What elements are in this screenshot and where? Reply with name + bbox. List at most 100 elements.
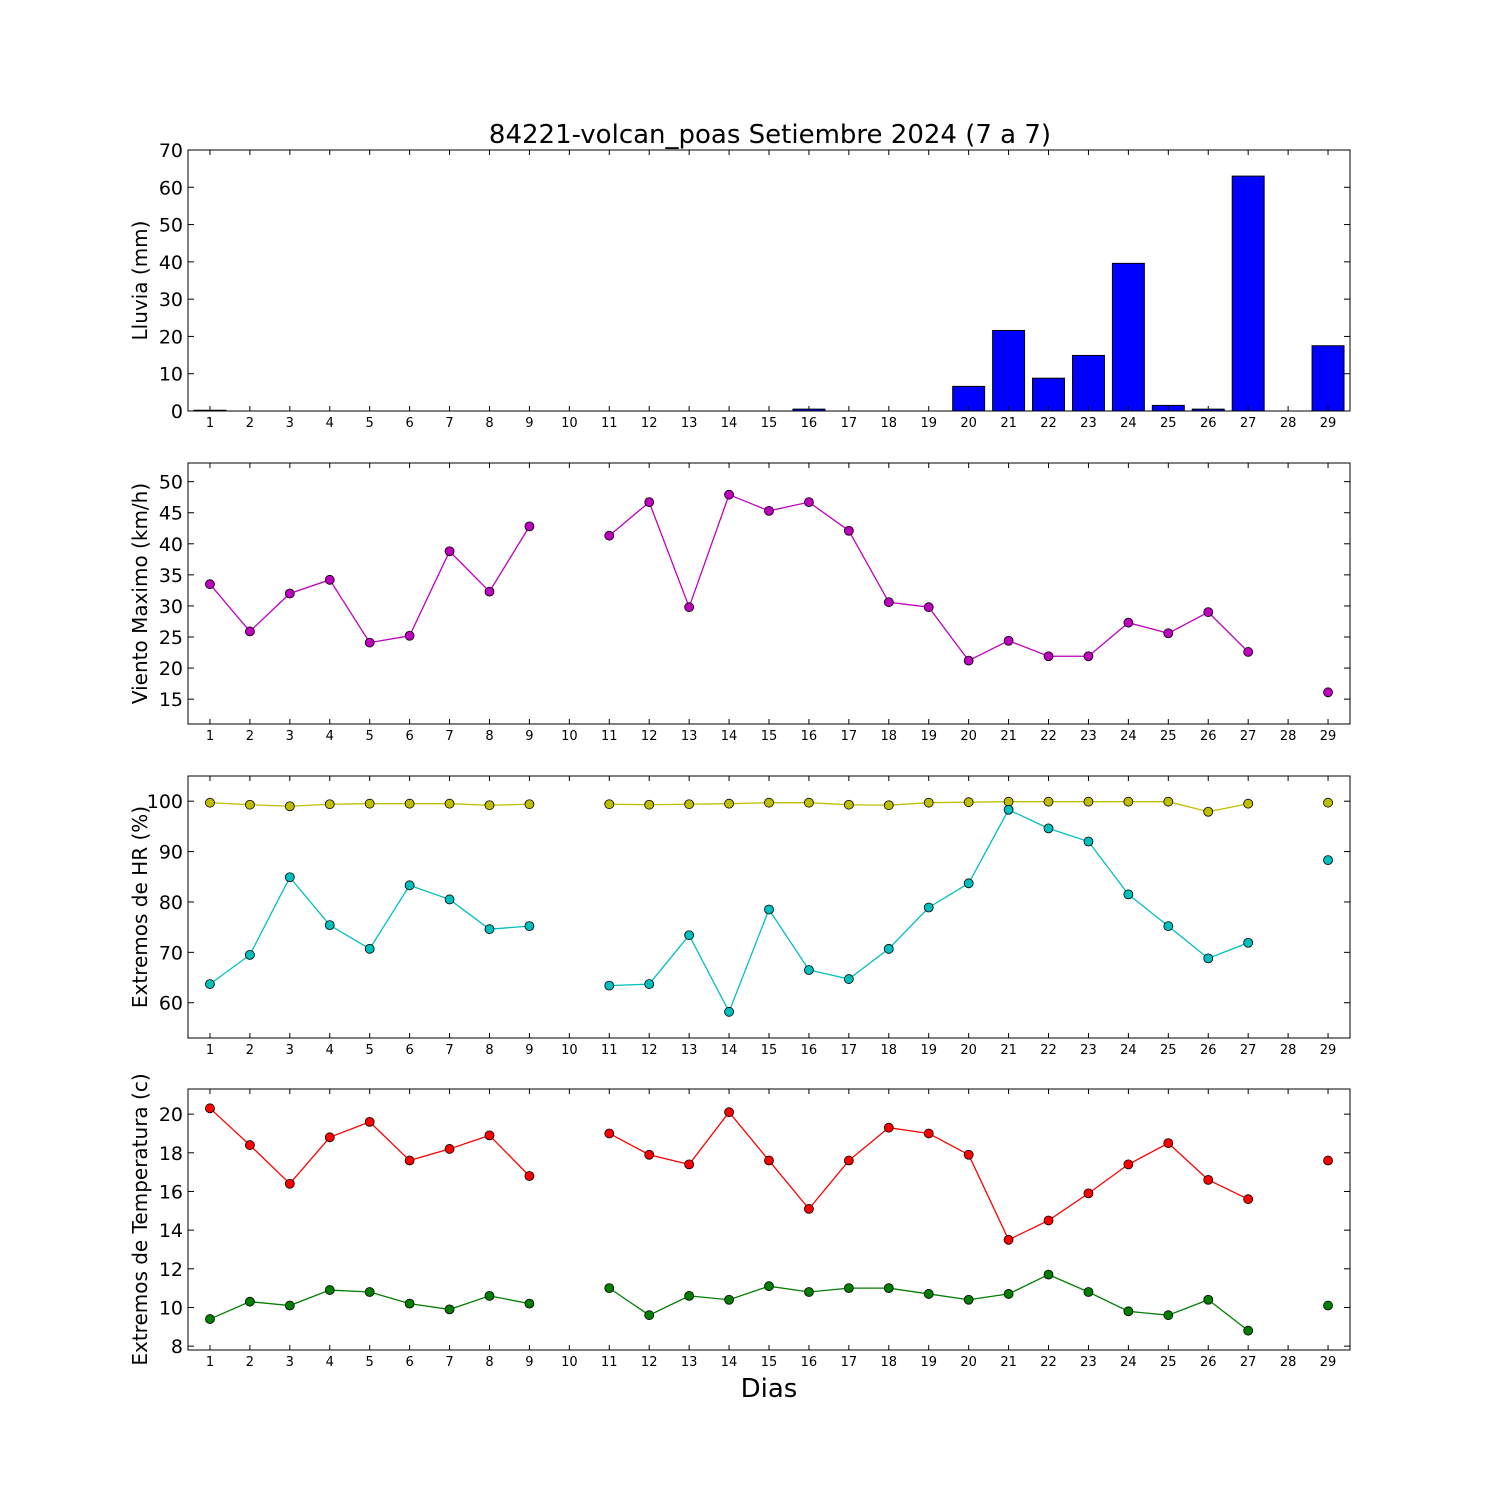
series-1-point-day-4 xyxy=(324,1132,335,1143)
x-tick-label: 8 xyxy=(485,729,493,744)
series-2-point-day-20 xyxy=(963,878,974,889)
series-1-point-day-29 xyxy=(1323,1155,1333,1166)
series-1-point-day-25 xyxy=(1163,1138,1174,1149)
x-tick-label: 27 xyxy=(1240,729,1257,744)
series-2-point-day-6 xyxy=(404,1298,415,1309)
x-tick-label: 22 xyxy=(1040,1355,1057,1370)
series-2-point-day-9 xyxy=(524,921,535,932)
bar-day-27 xyxy=(1231,175,1265,412)
x-tick-label: 28 xyxy=(1280,1043,1297,1058)
series-1-point-day-4 xyxy=(324,574,335,585)
bar-day-21 xyxy=(992,329,1026,412)
series-2-point-day-29 xyxy=(1323,1300,1333,1311)
x-tick-label: 10 xyxy=(561,729,578,744)
series-2-point-day-6 xyxy=(404,880,415,891)
series-2-point-day-14 xyxy=(724,1006,734,1017)
x-tick-label: 14 xyxy=(721,729,738,744)
y-axis-label: Extremos de Temperatura (c) xyxy=(128,1073,152,1365)
series-1-point-day-9 xyxy=(524,799,535,810)
series-2-point-day-26 xyxy=(1203,1294,1214,1305)
series-1-point-day-29 xyxy=(1323,687,1333,698)
series-2-point-day-18 xyxy=(883,1283,894,1294)
y-tick-label: 100 xyxy=(147,791,183,813)
series-1-point-day-2 xyxy=(244,1140,255,1150)
x-tick-label: 16 xyxy=(801,416,818,431)
y-axis-label: Lluvia (mm) xyxy=(128,221,152,341)
x-tick-label: 3 xyxy=(286,1355,294,1370)
series-1-point-day-26 xyxy=(1203,1174,1214,1185)
series-2-point-day-12 xyxy=(644,979,655,989)
series-1-point-day-20 xyxy=(963,655,974,666)
x-tick-label: 5 xyxy=(366,1355,374,1370)
x-tick-label: 5 xyxy=(366,729,374,744)
series-1-point-day-8 xyxy=(484,1130,495,1141)
x-tick-label: 23 xyxy=(1080,729,1097,744)
x-tick-label: 24 xyxy=(1120,729,1137,744)
series-1-point-day-23 xyxy=(1083,796,1094,807)
series-1-point-day-17 xyxy=(843,799,854,810)
series-2-point-day-18 xyxy=(883,943,894,954)
bar-day-24 xyxy=(1111,262,1145,412)
series-1-point-day-24 xyxy=(1123,796,1134,807)
x-tick-label: 1 xyxy=(206,729,214,744)
x-tick-label: 20 xyxy=(960,1355,977,1370)
series-1-point-day-17 xyxy=(843,1155,854,1166)
x-tick-label: 12 xyxy=(641,729,658,744)
x-tick-label: 23 xyxy=(1080,1355,1097,1370)
y-tick-label: 30 xyxy=(159,289,183,311)
panel-frame xyxy=(187,1088,1351,1351)
series-1-point-day-1 xyxy=(205,797,215,808)
x-tick-label: 19 xyxy=(920,416,937,431)
x-tick-label: 17 xyxy=(841,1355,858,1370)
series-2-point-day-4 xyxy=(324,920,335,931)
x-tick-label: 17 xyxy=(841,416,858,431)
x-tick-label: 26 xyxy=(1200,1043,1217,1058)
series-1-point-day-2 xyxy=(244,799,255,810)
x-tick-label: 8 xyxy=(485,1043,493,1058)
x-tick-label: 14 xyxy=(721,1355,738,1370)
y-tick-label: 25 xyxy=(159,627,183,649)
series-1-point-day-11 xyxy=(604,1128,615,1139)
bar-day-23 xyxy=(1071,354,1105,412)
series-2-point-day-2 xyxy=(244,1296,255,1307)
x-tick-label: 12 xyxy=(641,416,658,431)
x-tick-label: 19 xyxy=(920,729,937,744)
chart-title: 84221-volcan_poas Setiembre 2024 (7 a 7) xyxy=(489,120,1051,150)
x-tick-label: 16 xyxy=(801,1043,818,1058)
x-tick-label: 16 xyxy=(801,1355,818,1370)
x-tick-label: 26 xyxy=(1200,729,1217,744)
x-tick-label: 4 xyxy=(326,729,334,744)
series-2-point-day-12 xyxy=(644,1310,655,1321)
y-tick-label: 60 xyxy=(159,993,183,1015)
series-1-point-day-24 xyxy=(1123,617,1134,628)
x-tick-label: 2 xyxy=(246,416,254,431)
y-tick-label: 50 xyxy=(159,472,183,494)
y-tick-label: 70 xyxy=(159,942,183,964)
series-1-point-day-11 xyxy=(604,530,615,541)
series-2-point-day-22 xyxy=(1043,1269,1054,1280)
y-tick-label: 30 xyxy=(159,596,183,618)
series-2-point-day-1 xyxy=(205,1314,215,1324)
x-tick-label: 11 xyxy=(601,1043,618,1058)
x-tick-label: 3 xyxy=(286,729,294,744)
series-1-point-day-22 xyxy=(1043,651,1054,662)
series-1-point-day-7 xyxy=(444,1144,455,1154)
series-2-point-day-24 xyxy=(1123,889,1134,900)
x-tick-label: 7 xyxy=(445,1043,453,1058)
series-1-point-day-3 xyxy=(284,801,295,812)
series-1-point-day-27 xyxy=(1243,647,1254,657)
y-tick-label: 15 xyxy=(159,689,183,711)
x-tick-label: 4 xyxy=(326,416,334,431)
x-tick-label: 3 xyxy=(286,416,294,431)
series-1-point-day-15 xyxy=(764,797,774,808)
series-1-point-day-11 xyxy=(604,799,615,810)
x-tick-label: 24 xyxy=(1120,416,1137,431)
series-1-point-day-7 xyxy=(444,798,455,809)
series-1-point-day-23 xyxy=(1083,651,1094,662)
x-tick-label: 6 xyxy=(405,416,413,431)
x-tick-label: 20 xyxy=(960,729,977,744)
x-tick-label: 18 xyxy=(881,1355,898,1370)
y-tick-label: 90 xyxy=(159,842,183,864)
